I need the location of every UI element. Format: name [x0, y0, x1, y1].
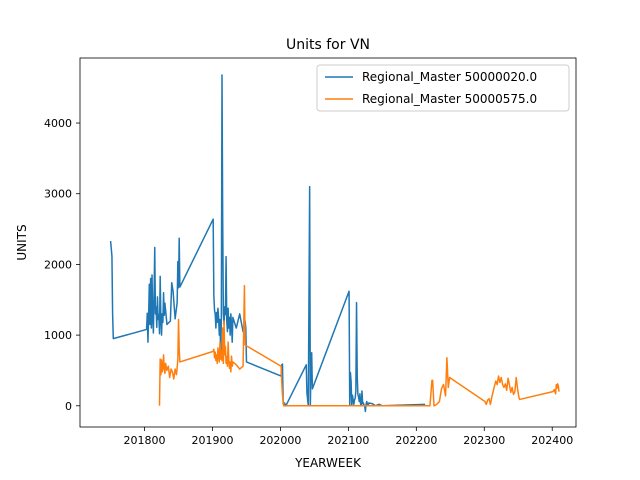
y-tick-label: 1000	[44, 329, 72, 342]
y-tick-label: 0	[65, 400, 72, 413]
chart-title: Units for VN	[286, 37, 370, 53]
y-tick-label: 2000	[44, 258, 72, 271]
y-tick-label: 4000	[44, 117, 72, 130]
y-axis: 0 1000 2000 3000 4000	[44, 117, 80, 413]
x-tick-label: 202300	[463, 434, 505, 447]
plot-area	[109, 74, 560, 413]
x-axis-label: YEARWEEK	[294, 456, 362, 470]
x-tick-label: 202100	[327, 434, 369, 447]
x-tick-label: 202400	[531, 434, 573, 447]
legend: Regional_Master 50000020.0 Regional_Maste…	[316, 64, 570, 112]
series-line-2	[158, 284, 560, 407]
x-tick-label: 201900	[191, 434, 233, 447]
series-line-1	[109, 74, 426, 413]
x-tick-label: 201800	[124, 434, 166, 447]
x-axis: 201800 201900 202000 202100 202200 202300 2024…	[124, 427, 573, 447]
x-tick-label: 202200	[395, 434, 437, 447]
y-tick-label: 3000	[44, 188, 72, 201]
legend-box	[316, 64, 570, 112]
x-tick-label: 202000	[259, 434, 301, 447]
y-axis-label: UNITS	[15, 224, 29, 260]
legend-label-2: Regional_Master 50000575.0	[362, 92, 537, 106]
axes-frame	[79, 57, 577, 428]
legend-label-1: Regional_Master 50000020.0	[362, 70, 537, 84]
